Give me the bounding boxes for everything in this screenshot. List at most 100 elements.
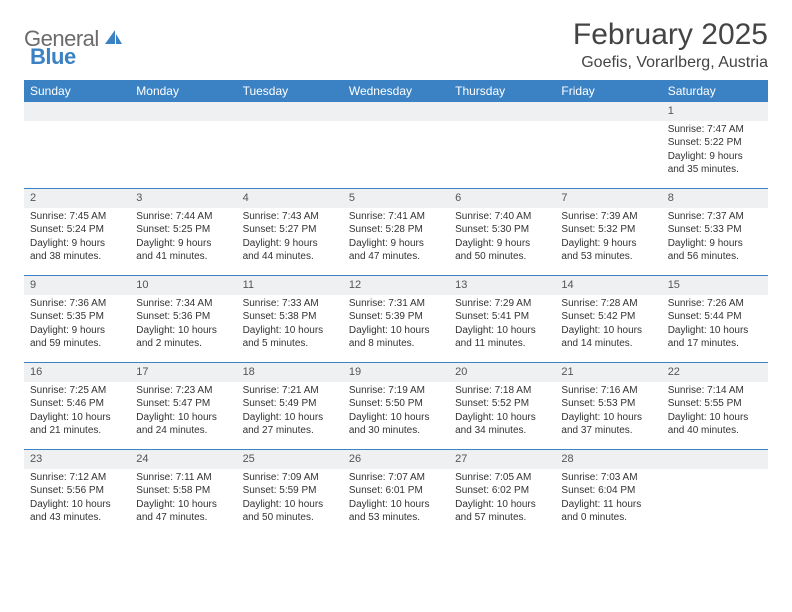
day-cell-9: 9Sunrise: 7:36 AMSunset: 5:35 PMDaylight… — [24, 276, 130, 362]
day-cell-19: 19Sunrise: 7:19 AMSunset: 5:50 PMDayligh… — [343, 363, 449, 449]
day-body: Sunrise: 7:41 AMSunset: 5:28 PMDaylight:… — [343, 208, 449, 270]
weekday-sunday: Sunday — [24, 80, 130, 102]
day-number: 2 — [24, 189, 130, 208]
day-sunrise: Sunrise: 7:40 AM — [455, 210, 549, 224]
day-number — [130, 102, 236, 121]
day-cell-11: 11Sunrise: 7:33 AMSunset: 5:38 PMDayligh… — [237, 276, 343, 362]
day-sunrise: Sunrise: 7:14 AM — [668, 384, 762, 398]
day-body: Sunrise: 7:23 AMSunset: 5:47 PMDaylight:… — [130, 382, 236, 444]
day-body — [130, 121, 236, 181]
day-day2: and 53 minutes. — [349, 511, 443, 525]
day-cell-18: 18Sunrise: 7:21 AMSunset: 5:49 PMDayligh… — [237, 363, 343, 449]
day-body: Sunrise: 7:07 AMSunset: 6:01 PMDaylight:… — [343, 469, 449, 531]
day-day2: and 30 minutes. — [349, 424, 443, 438]
day-sunset: Sunset: 5:44 PM — [668, 310, 762, 324]
day-cell-17: 17Sunrise: 7:23 AMSunset: 5:47 PMDayligh… — [130, 363, 236, 449]
day-number: 26 — [343, 450, 449, 469]
day-body: Sunrise: 7:05 AMSunset: 6:02 PMDaylight:… — [449, 469, 555, 531]
day-number: 18 — [237, 363, 343, 382]
day-body: Sunrise: 7:39 AMSunset: 5:32 PMDaylight:… — [555, 208, 661, 270]
day-body — [24, 121, 130, 181]
day-sunrise: Sunrise: 7:18 AM — [455, 384, 549, 398]
day-body: Sunrise: 7:18 AMSunset: 5:52 PMDaylight:… — [449, 382, 555, 444]
day-cell-24: 24Sunrise: 7:11 AMSunset: 5:58 PMDayligh… — [130, 450, 236, 536]
day-body: Sunrise: 7:31 AMSunset: 5:39 PMDaylight:… — [343, 295, 449, 357]
day-sunset: Sunset: 5:56 PM — [30, 484, 124, 498]
day-day1: Daylight: 10 hours — [455, 498, 549, 512]
day-sunrise: Sunrise: 7:47 AM — [668, 123, 762, 137]
day-number: 13 — [449, 276, 555, 295]
day-cell-20: 20Sunrise: 7:18 AMSunset: 5:52 PMDayligh… — [449, 363, 555, 449]
day-sunset: Sunset: 5:55 PM — [668, 397, 762, 411]
day-day2: and 2 minutes. — [136, 337, 230, 351]
day-day1: Daylight: 10 hours — [243, 324, 337, 338]
day-cell-empty — [343, 102, 449, 188]
day-sunset: Sunset: 5:58 PM — [136, 484, 230, 498]
day-day2: and 43 minutes. — [30, 511, 124, 525]
day-day2: and 50 minutes. — [243, 511, 337, 525]
day-day2: and 44 minutes. — [243, 250, 337, 264]
week-row: 23Sunrise: 7:12 AMSunset: 5:56 PMDayligh… — [24, 449, 768, 536]
day-cell-5: 5Sunrise: 7:41 AMSunset: 5:28 PMDaylight… — [343, 189, 449, 275]
day-day1: Daylight: 9 hours — [30, 237, 124, 251]
day-day1: Daylight: 10 hours — [136, 498, 230, 512]
weekday-saturday: Saturday — [662, 80, 768, 102]
day-day1: Daylight: 9 hours — [136, 237, 230, 251]
calendar: SundayMondayTuesdayWednesdayThursdayFrid… — [24, 80, 768, 536]
day-cell-25: 25Sunrise: 7:09 AMSunset: 5:59 PMDayligh… — [237, 450, 343, 536]
day-sunset: Sunset: 5:33 PM — [668, 223, 762, 237]
day-cell-empty — [130, 102, 236, 188]
day-sunset: Sunset: 5:28 PM — [349, 223, 443, 237]
day-number: 22 — [662, 363, 768, 382]
day-sunrise: Sunrise: 7:09 AM — [243, 471, 337, 485]
day-day1: Daylight: 10 hours — [668, 324, 762, 338]
day-body: Sunrise: 7:16 AMSunset: 5:53 PMDaylight:… — [555, 382, 661, 444]
day-day2: and 50 minutes. — [455, 250, 549, 264]
day-body — [237, 121, 343, 181]
day-day2: and 34 minutes. — [455, 424, 549, 438]
day-day1: Daylight: 9 hours — [561, 237, 655, 251]
day-number: 20 — [449, 363, 555, 382]
day-sunrise: Sunrise: 7:12 AM — [30, 471, 124, 485]
day-day1: Daylight: 10 hours — [243, 498, 337, 512]
day-number — [662, 450, 768, 469]
day-sunset: Sunset: 5:25 PM — [136, 223, 230, 237]
day-day1: Daylight: 10 hours — [349, 324, 443, 338]
month-title: February 2025 — [573, 18, 768, 52]
day-body: Sunrise: 7:33 AMSunset: 5:38 PMDaylight:… — [237, 295, 343, 357]
day-number: 24 — [130, 450, 236, 469]
day-cell-empty — [237, 102, 343, 188]
day-cell-7: 7Sunrise: 7:39 AMSunset: 5:32 PMDaylight… — [555, 189, 661, 275]
day-number: 5 — [343, 189, 449, 208]
day-number: 8 — [662, 189, 768, 208]
day-cell-27: 27Sunrise: 7:05 AMSunset: 6:02 PMDayligh… — [449, 450, 555, 536]
day-day1: Daylight: 10 hours — [136, 411, 230, 425]
day-sunset: Sunset: 5:47 PM — [136, 397, 230, 411]
day-sunrise: Sunrise: 7:05 AM — [455, 471, 549, 485]
day-cell-12: 12Sunrise: 7:31 AMSunset: 5:39 PMDayligh… — [343, 276, 449, 362]
day-sunrise: Sunrise: 7:33 AM — [243, 297, 337, 311]
day-day2: and 38 minutes. — [30, 250, 124, 264]
day-sunset: Sunset: 5:32 PM — [561, 223, 655, 237]
day-day2: and 57 minutes. — [455, 511, 549, 525]
sail-icon — [103, 28, 123, 51]
day-number: 14 — [555, 276, 661, 295]
weekday-wednesday: Wednesday — [343, 80, 449, 102]
day-cell-23: 23Sunrise: 7:12 AMSunset: 5:56 PMDayligh… — [24, 450, 130, 536]
day-day1: Daylight: 9 hours — [668, 150, 762, 164]
day-number: 19 — [343, 363, 449, 382]
day-body: Sunrise: 7:28 AMSunset: 5:42 PMDaylight:… — [555, 295, 661, 357]
day-sunrise: Sunrise: 7:34 AM — [136, 297, 230, 311]
day-cell-3: 3Sunrise: 7:44 AMSunset: 5:25 PMDaylight… — [130, 189, 236, 275]
day-sunrise: Sunrise: 7:37 AM — [668, 210, 762, 224]
day-body: Sunrise: 7:29 AMSunset: 5:41 PMDaylight:… — [449, 295, 555, 357]
day-day1: Daylight: 10 hours — [561, 411, 655, 425]
day-number: 27 — [449, 450, 555, 469]
day-day1: Daylight: 9 hours — [455, 237, 549, 251]
day-day2: and 21 minutes. — [30, 424, 124, 438]
day-cell-15: 15Sunrise: 7:26 AMSunset: 5:44 PMDayligh… — [662, 276, 768, 362]
weeks-container: 1Sunrise: 7:47 AMSunset: 5:22 PMDaylight… — [24, 102, 768, 536]
day-day2: and 0 minutes. — [561, 511, 655, 525]
day-day2: and 35 minutes. — [668, 163, 762, 177]
day-number: 25 — [237, 450, 343, 469]
